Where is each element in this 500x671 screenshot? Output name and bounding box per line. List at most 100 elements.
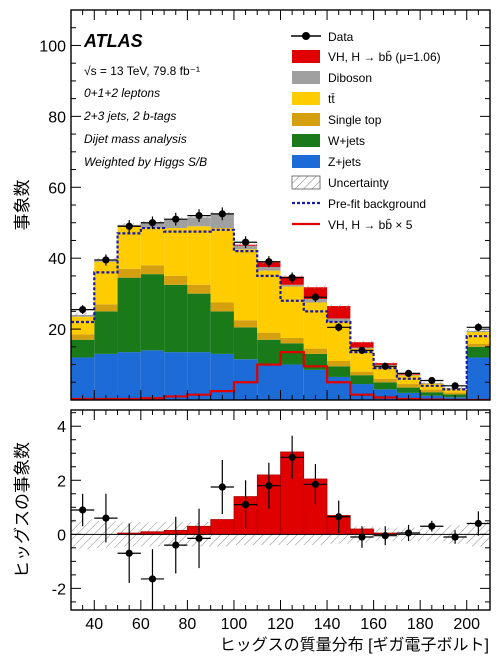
bar-ttbar <box>187 226 211 285</box>
legend: Data VH, H → bb̄ (μ=1.06) Diboson tt̄ Si… <box>291 30 441 232</box>
bar-ttbar <box>303 302 328 349</box>
bar-singletop <box>117 268 141 278</box>
prefit-background-line <box>71 226 490 391</box>
x-tick-label: 180 <box>407 616 434 633</box>
bar-ttbar <box>257 270 281 333</box>
bar-wjets <box>187 293 211 353</box>
bar-singletop <box>233 320 258 328</box>
bar-ttbar <box>233 249 258 321</box>
x-tick-label: 120 <box>267 616 294 633</box>
bar-singletop <box>94 304 118 312</box>
bar-wjets <box>117 277 141 353</box>
bar-wjets <box>233 327 258 360</box>
bar-zjets <box>164 352 188 400</box>
bar-zjets <box>210 353 234 400</box>
top-plot-area <box>71 207 490 400</box>
data-point <box>311 293 320 301</box>
bar-singletop <box>71 334 95 340</box>
bar-wjets <box>303 353 328 370</box>
bar-zjets <box>466 357 490 400</box>
bar-wjets <box>327 366 351 377</box>
experiment-label: ATLAS <box>83 31 143 51</box>
x-tick-label: 200 <box>453 616 480 633</box>
x-axis-label: ヒッグスの質量分布 [ギガ電子ボルト] <box>220 636 489 654</box>
y-tick-label: 80 <box>48 109 66 126</box>
data-point <box>358 533 366 541</box>
bar-singletop <box>280 337 304 344</box>
data-point <box>288 453 296 461</box>
bar-wjets <box>373 382 397 390</box>
bar-zjets <box>233 359 258 400</box>
bar-zjets <box>94 353 118 400</box>
bottom-ylabel: ヒッグスの事象数 <box>13 442 32 578</box>
legend-label-zjets: Z+jets <box>328 155 361 169</box>
bar-wjets <box>466 346 490 358</box>
data-point <box>404 529 413 537</box>
legend-label-diboson: Diboson <box>328 71 372 85</box>
y-tick-label: 100 <box>39 38 66 55</box>
bar-wjets <box>94 311 118 354</box>
legend-entry-wjets: W+jets <box>292 134 365 148</box>
bar-singletop <box>327 361 351 367</box>
legend-entry-zjets: Z+jets <box>292 155 361 169</box>
data-point <box>125 222 133 230</box>
bar-vh <box>327 306 351 319</box>
info-line: Dijet mass analysis <box>84 132 187 146</box>
data-point <box>172 215 180 223</box>
data-point <box>474 323 482 331</box>
legend-label-signal-x5: VH, H → bb̄ × 5 <box>328 218 413 232</box>
info-line: √s = 13 TeV, 79.8 fb⁻¹ <box>84 64 200 78</box>
data-point <box>381 532 389 540</box>
bar-vh <box>350 342 374 348</box>
data-point <box>404 369 413 378</box>
x-tick-label: 100 <box>221 616 248 633</box>
data-point <box>79 506 87 514</box>
data-point <box>288 274 296 282</box>
legend-label-uncertainty: Uncertainty <box>328 176 389 190</box>
x-tick-label: 140 <box>314 616 341 633</box>
top-panel: 20 40 60 80 100 事象数 ATLAS √s = 13 TeV, 79.8 … <box>13 9 491 401</box>
uncertainty-band <box>350 340 374 344</box>
data-point <box>265 258 273 266</box>
bar-singletop <box>164 275 188 285</box>
bar-ttbar <box>140 228 165 266</box>
y-tick-label: 4 <box>57 419 66 436</box>
data-point <box>358 346 366 354</box>
legend-entry-diboson: Diboson <box>292 71 372 85</box>
y-tick-label: -2 <box>52 581 66 598</box>
bar-singletop <box>350 371 374 376</box>
signal-bar <box>210 519 235 535</box>
legend-entry-data: Data <box>291 30 354 44</box>
y-tick-label: 60 <box>48 180 66 197</box>
top-axes: 20 40 60 80 100 <box>39 9 491 401</box>
data-point <box>451 533 459 541</box>
data-point <box>451 382 459 390</box>
data-point <box>148 219 157 227</box>
data-point <box>381 362 389 370</box>
bar-singletop <box>140 265 165 275</box>
data-point <box>102 256 110 264</box>
bar-zjets <box>140 350 165 400</box>
legend-label-prefit: Pre-fit background <box>328 197 426 211</box>
x-tick-label: 60 <box>132 616 150 633</box>
bar-singletop <box>210 302 234 312</box>
bar-wjets <box>420 392 444 396</box>
data-point <box>79 305 87 314</box>
bar-ttbar <box>117 226 141 269</box>
data-point <box>311 480 320 488</box>
bar-zjets <box>350 384 374 400</box>
legend-label-wjets: W+jets <box>328 134 365 148</box>
legend-entry-prefit: Pre-fit background <box>292 197 426 211</box>
data-point <box>335 513 343 521</box>
bar-zjets <box>71 357 95 400</box>
bar-ttbar <box>466 331 490 344</box>
bar-wjets <box>280 343 304 365</box>
bar-singletop <box>396 384 421 388</box>
legend-label-singletop: Single top <box>328 113 382 127</box>
data-point <box>218 483 226 491</box>
legend-label-ttbar: tt̄ <box>328 92 335 106</box>
bar-wjets <box>257 339 281 365</box>
legend-label-vh: VH, H → bb̄ (μ=1.06) <box>328 50 441 64</box>
bar-diboson <box>280 284 304 287</box>
